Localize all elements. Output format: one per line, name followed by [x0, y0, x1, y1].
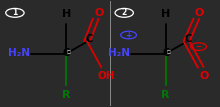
Text: □: □	[67, 50, 71, 54]
Text: R: R	[62, 90, 71, 100]
Text: H₂N: H₂N	[108, 48, 130, 59]
Text: 1: 1	[12, 8, 18, 17]
Text: R: R	[161, 90, 170, 100]
Text: O: O	[94, 8, 104, 18]
Text: C: C	[85, 34, 92, 44]
Text: □: □	[167, 50, 170, 54]
Text: H₂N: H₂N	[8, 48, 30, 59]
Text: −: −	[195, 42, 202, 51]
Text: O: O	[200, 71, 209, 81]
Text: C: C	[185, 34, 192, 44]
Text: C: C	[63, 48, 70, 59]
Text: H: H	[161, 9, 170, 19]
Text: H: H	[62, 9, 71, 19]
Text: 2: 2	[122, 8, 127, 17]
Text: O: O	[195, 8, 204, 18]
Text: OH: OH	[98, 71, 116, 81]
Text: C: C	[162, 48, 169, 59]
Text: +: +	[125, 30, 132, 39]
